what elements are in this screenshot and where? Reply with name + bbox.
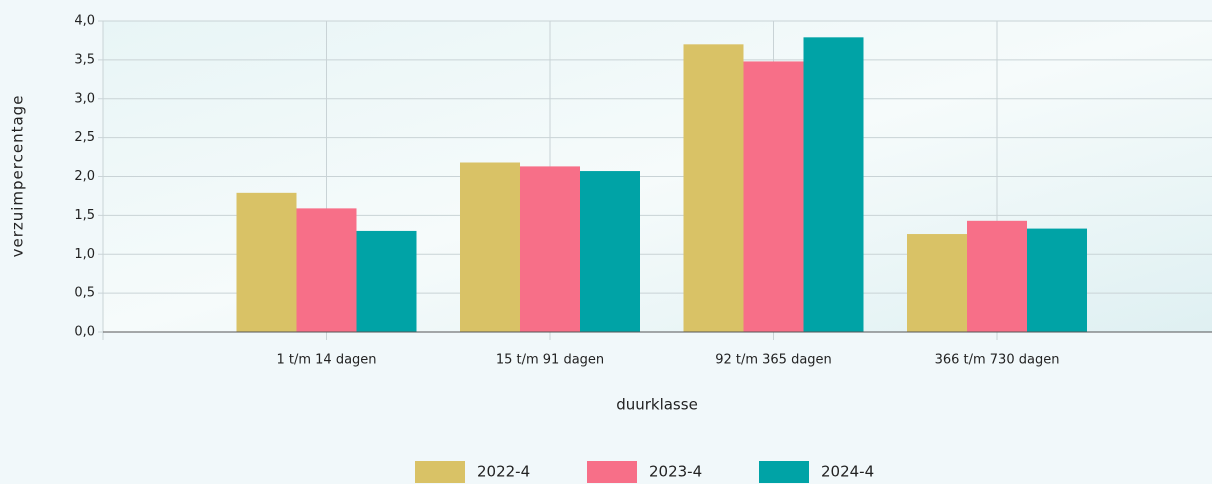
y-tick-label: 2,5 (74, 130, 95, 145)
y-tick-label: 1,0 (74, 247, 95, 262)
legend-swatch (415, 461, 465, 483)
x-tick-label: 92 t/m 365 dagen (715, 353, 832, 368)
bar (683, 44, 744, 332)
y-tick-label: 4,0 (74, 14, 95, 29)
legend-swatch (587, 461, 637, 483)
bar (236, 192, 297, 332)
y-tick-label: 1,5 (74, 208, 95, 223)
legend-swatch (759, 461, 809, 483)
y-tick-label: 0,5 (74, 286, 95, 301)
x-tick-label: 366 t/m 730 dagen (935, 353, 1060, 368)
bar (520, 166, 580, 332)
bar (580, 171, 640, 332)
bar (1027, 228, 1087, 332)
x-tick-label: 1 t/m 14 dagen (276, 353, 376, 368)
bar (803, 37, 864, 332)
y-axis-label: verzuimpercentage (9, 95, 27, 258)
bar (296, 208, 357, 332)
y-tick-label: 0,0 (74, 325, 95, 340)
legend-label: 2024-4 (821, 463, 874, 481)
bar (907, 234, 967, 332)
x-tick-label: 15 t/m 91 dagen (496, 353, 604, 368)
legend-label: 2022-4 (477, 463, 530, 481)
x-axis-label: duurklasse (616, 396, 698, 414)
bar (967, 220, 1027, 332)
y-tick-label: 3,0 (74, 91, 95, 106)
bar (356, 230, 417, 332)
bar (460, 162, 520, 332)
y-tick-label: 2,0 (74, 169, 95, 184)
y-tick-label: 3,5 (74, 52, 95, 67)
bar (743, 61, 804, 333)
legend-label: 2023-4 (649, 463, 702, 481)
